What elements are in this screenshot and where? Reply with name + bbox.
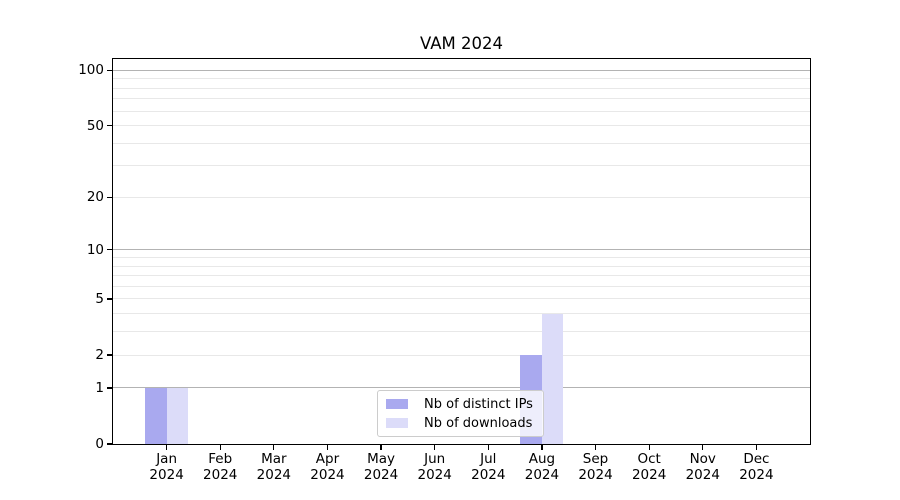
y-tick-mark — [107, 249, 112, 251]
x-tick-label-dec: Dec 2024 — [739, 451, 774, 483]
gridline-minor — [113, 331, 810, 333]
y-tick-label-0: 0 — [95, 436, 104, 452]
x-tick-label-jun: Jun 2024 — [417, 451, 452, 483]
gridline-minor — [113, 110, 810, 112]
x-tick-label-sep: Sep 2024 — [578, 451, 613, 483]
x-tick-label-aug: Aug 2024 — [524, 451, 560, 483]
y-tick-mark — [107, 196, 112, 199]
bar-nb-of-downloads-aug — [541, 313, 564, 444]
legend: Nb of distinct IPs Nb of downloads — [377, 390, 544, 437]
y-tick-label-50: 50 — [86, 117, 104, 134]
x-tick-label-jan: Jan 2024 — [149, 451, 184, 483]
gridline-minor — [113, 87, 810, 89]
x-tick-mark — [541, 445, 543, 450]
y-tick-label-5: 5 — [95, 290, 104, 307]
gridline-minor — [113, 98, 810, 100]
gridline-minor — [113, 78, 810, 80]
x-tick-mark — [594, 445, 597, 450]
gridline-minor — [113, 265, 810, 267]
gridline-major — [113, 249, 810, 251]
x-tick-mark — [165, 445, 168, 450]
y-tick-mark — [107, 69, 112, 71]
y-tick-label-1: 1 — [95, 379, 104, 396]
x-tick-mark — [702, 445, 704, 450]
legend-item-distinct-ips: Nb of distinct IPs — [386, 397, 535, 412]
gridline-minor — [113, 285, 810, 287]
gridline-minor — [113, 354, 810, 356]
bar-nb-of-downloads-jan — [166, 387, 189, 444]
legend-label-downloads: Nb of downloads — [424, 415, 533, 431]
y-tick-label-2: 2 — [95, 347, 104, 364]
x-tick-mark — [434, 445, 436, 450]
y-tick-mark — [107, 443, 112, 445]
x-tick-mark — [755, 445, 758, 450]
gridline-minor — [113, 196, 810, 198]
x-tick-mark — [380, 445, 382, 450]
gridline-minor — [113, 275, 810, 277]
legend-swatch-distinct-ips — [386, 399, 408, 409]
x-tick-label-apr: Apr 2024 — [310, 451, 345, 483]
x-tick-label-may: May 2024 — [363, 451, 399, 483]
x-tick-mark — [648, 445, 650, 450]
x-tick-label-feb: Feb 2024 — [203, 451, 238, 483]
chart-title: VAM 2024 — [420, 34, 503, 53]
x-tick-mark — [487, 445, 489, 450]
y-tick-mark — [107, 124, 112, 127]
x-tick-label-jul: Jul 2024 — [471, 451, 506, 483]
y-tick-mark — [107, 298, 112, 300]
gridline-minor — [113, 298, 810, 300]
x-tick-label-mar: Mar 2024 — [256, 451, 292, 483]
legend-swatch-downloads — [386, 418, 408, 428]
gridline-minor — [113, 125, 810, 127]
legend-label-distinct-ips: Nb of distinct IPs — [424, 396, 533, 412]
y-tick-label-20: 20 — [86, 189, 104, 206]
gridline-major — [113, 69, 810, 71]
y-tick-mark — [107, 354, 112, 356]
x-tick-mark — [219, 445, 221, 450]
x-tick-label-nov: Nov 2024 — [685, 451, 720, 483]
legend-item-downloads: Nb of downloads — [386, 416, 535, 431]
gridline-minor — [113, 257, 810, 258]
x-tick-label-oct: Oct 2024 — [631, 451, 667, 483]
bar-nb-of-distinct-ips-jan — [145, 387, 167, 444]
x-tick-mark — [273, 445, 275, 450]
gridline-minor — [113, 313, 810, 315]
gridline-major — [113, 387, 810, 389]
y-tick-label-10: 10 — [86, 241, 104, 258]
x-tick-mark — [326, 445, 329, 450]
gridline-minor — [113, 165, 810, 167]
gridline-minor — [113, 142, 810, 144]
y-tick-mark — [107, 387, 112, 389]
y-tick-label-100: 100 — [78, 62, 104, 79]
plot-area — [113, 59, 810, 444]
